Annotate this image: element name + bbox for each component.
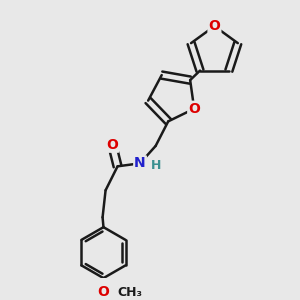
- Text: O: O: [98, 286, 110, 299]
- Text: N: N: [134, 156, 146, 170]
- Text: O: O: [208, 19, 220, 33]
- Text: CH₃: CH₃: [118, 286, 143, 299]
- Text: O: O: [106, 138, 118, 152]
- Text: O: O: [188, 102, 200, 116]
- Text: H: H: [150, 159, 161, 172]
